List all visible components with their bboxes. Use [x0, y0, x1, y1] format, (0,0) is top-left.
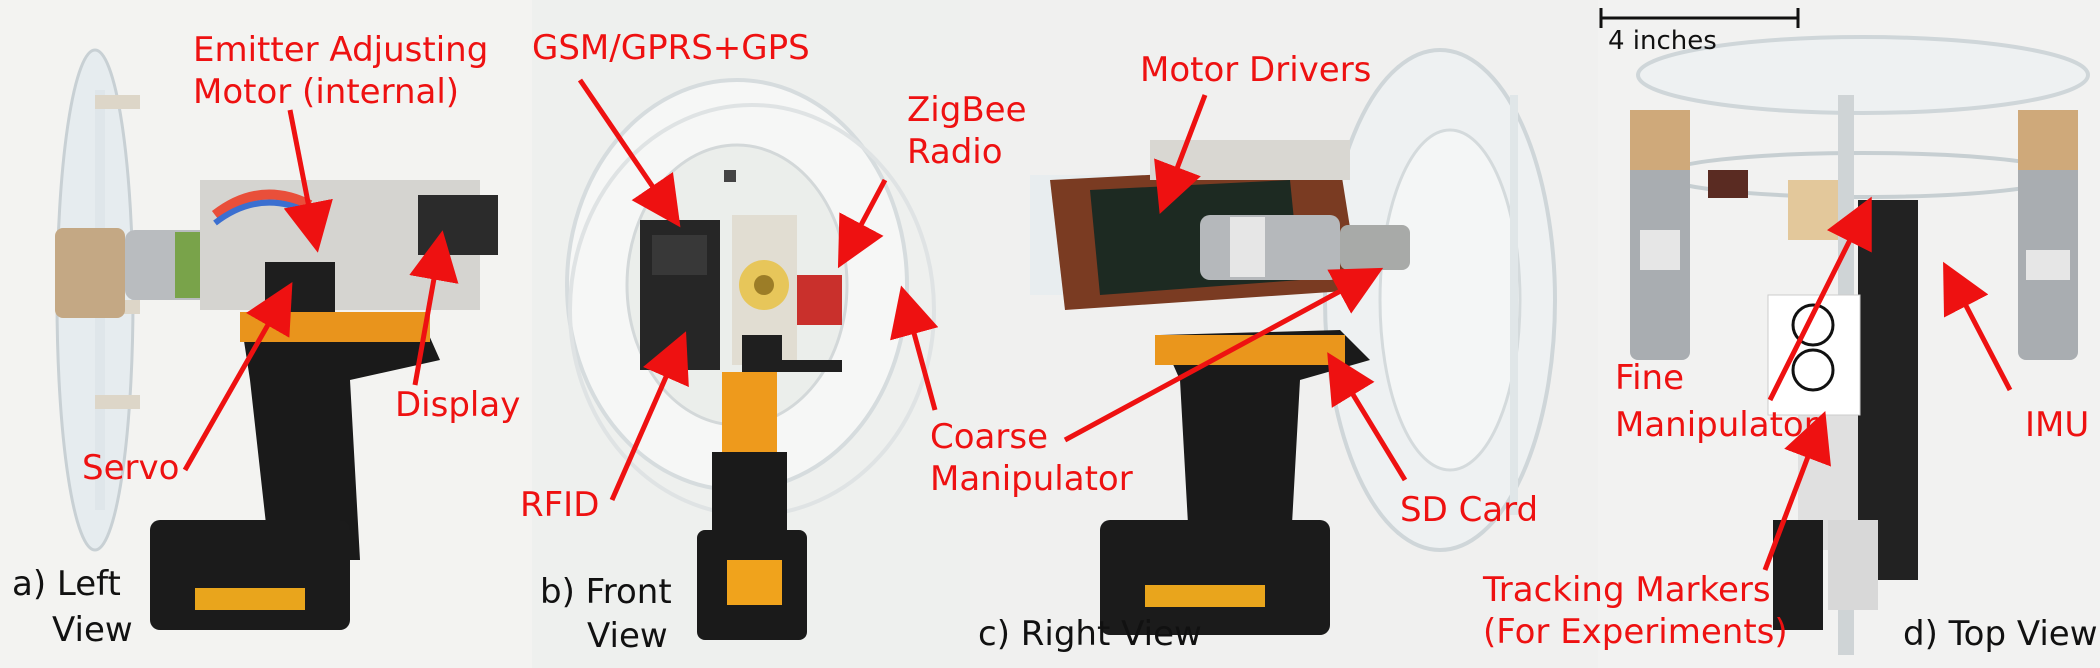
label-gsm: GSM/GPRS+GPS: [532, 28, 810, 68]
caption-top-view: d) Top View: [1903, 614, 2098, 654]
caption-front-view-line1: b) Front: [540, 572, 672, 612]
label-tracking-line2: (For Experiments): [1483, 612, 1788, 652]
label-zigbee-line1: ZigBee: [907, 90, 1027, 130]
label-imu: IMU: [2025, 405, 2090, 445]
label-coarse-line2: Manipulator: [930, 459, 1133, 499]
label-emitter-line2: Motor (internal): [193, 72, 460, 112]
front-view-photo: [565, 78, 936, 640]
label-fine-line1: Fine: [1615, 358, 1684, 398]
label-fine-line2: Manipulator: [1615, 405, 1818, 445]
top-view-photo: [1630, 35, 2090, 655]
label-coarse-line1: Coarse: [930, 417, 1048, 457]
panel-front-view: [532, 0, 970, 668]
label-tracking-line1: Tracking Markers: [1483, 570, 1771, 610]
panel-top-view: 4 inches: [1598, 0, 2100, 668]
label-emitter-line1: Emitter Adjusting: [193, 30, 489, 70]
label-motor-drivers: Motor Drivers: [1140, 50, 1372, 90]
label-display: Display: [395, 385, 521, 425]
label-zigbee-line2: Radio: [907, 132, 1003, 172]
label-sd-card: SD Card: [1400, 490, 1539, 530]
label-rfid: RFID: [520, 485, 600, 525]
right-view-photo: [1030, 48, 1557, 635]
panel-right-view: [970, 0, 1598, 668]
label-servo: Servo: [82, 448, 180, 488]
caption-front-view-line2: View: [587, 616, 668, 656]
caption-left-view-line2: View: [52, 610, 133, 650]
caption-right-view: c) Right View: [978, 614, 1202, 654]
scale-bar-label: 4 inches: [1608, 26, 1717, 56]
caption-left-view-line1: a) Left: [12, 564, 121, 604]
